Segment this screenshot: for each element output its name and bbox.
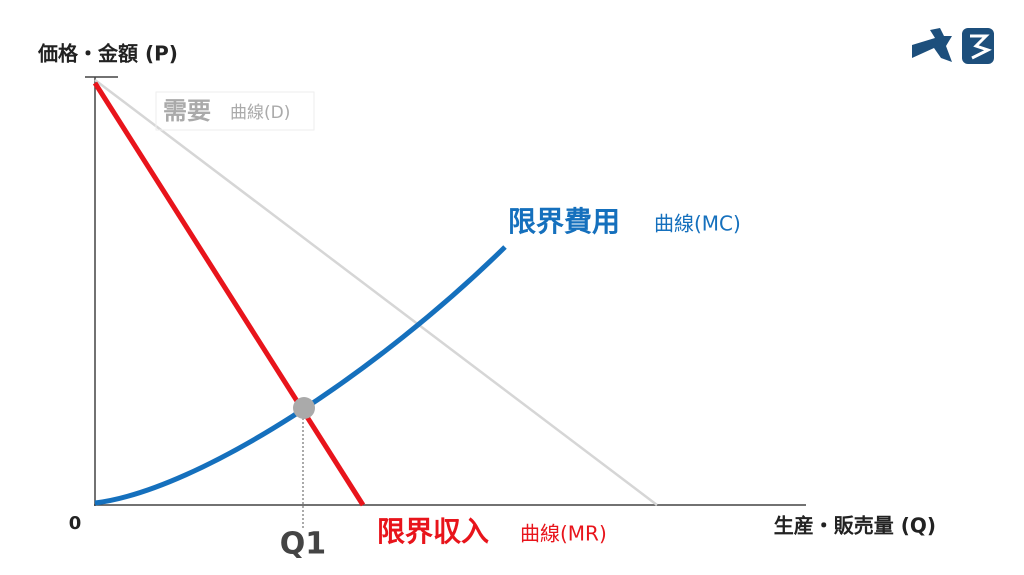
curve-name: 需要	[163, 97, 211, 125]
curve-suffix: 曲線(D)	[230, 103, 290, 123]
curve-name: 限界費用	[508, 205, 620, 238]
logo	[912, 28, 994, 64]
demand-label-box	[155, 91, 315, 131]
equilibrium-point	[293, 397, 315, 419]
curve-suffix: 曲線(MR)	[520, 522, 607, 546]
x-axis-label: 生産・販売量 (Q)	[774, 514, 936, 538]
mc-curve	[94, 245, 507, 506]
curve-name: 限界収入	[377, 515, 489, 548]
origin-label: 0	[69, 513, 82, 534]
q1-label: Q1	[280, 527, 326, 562]
demand-curve	[94, 79, 658, 506]
mr-curve	[92, 81, 366, 507]
curve-suffix: 曲線(MC)	[654, 212, 741, 236]
y-axis-label: 価格・金額 (P)	[37, 42, 178, 66]
